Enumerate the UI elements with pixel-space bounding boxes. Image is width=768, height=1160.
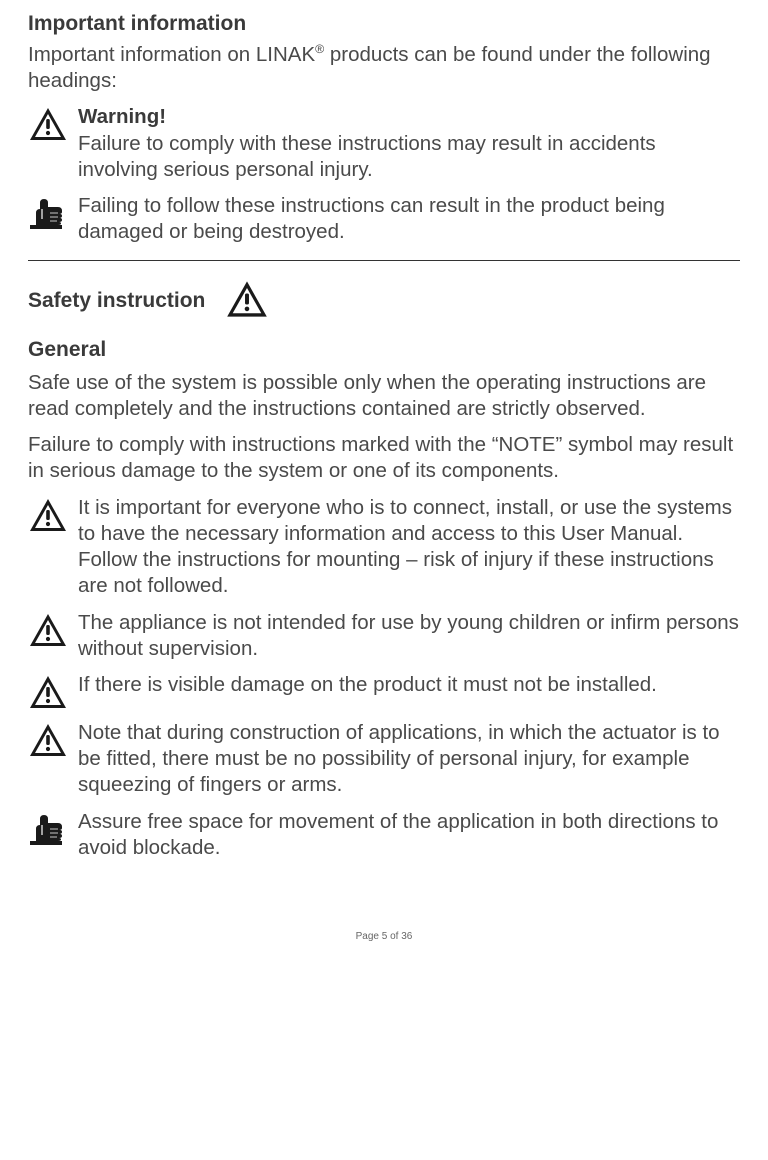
warning-triangle-icon [28,672,78,710]
hand-point-icon [28,809,78,847]
bullet-text: Note that during construction of applica… [78,720,740,799]
bullet-row: Assure free space for movement of the ap… [28,809,740,861]
safety-heading-row: Safety instruction [28,279,740,324]
warning-body: Failure to comply with these instruction… [78,132,656,181]
general-para-2: Failure to comply with instructions mark… [28,432,740,484]
general-heading: General [28,338,740,362]
bullet-text: Assure free space for movement of the ap… [78,809,740,861]
bullet-text: If there is visible damage on the produc… [78,672,740,698]
bullet-row: If there is visible damage on the produc… [28,672,740,710]
warning-triangle-icon [28,104,78,142]
warning-triangle-icon [28,495,78,533]
heading-important: Important information [28,12,740,36]
bullet-text: The appliance is not intended for use by… [78,610,740,662]
bullet-row: The appliance is not intended for use by… [28,610,740,662]
note-body: Failing to follow these instructions can… [78,193,740,245]
note-block: Failing to follow these instructions can… [28,193,740,245]
warning-block: Warning! Failure to comply with these in… [28,104,740,183]
divider [28,260,740,261]
bullet-row: Note that during construction of applica… [28,720,740,799]
warning-triangle-icon [28,610,78,648]
bullet-row: It is important for everyone who is to c… [28,495,740,600]
safety-heading: Safety instruction [28,289,205,313]
warning-triangle-icon [225,279,269,324]
general-para-1: Safe use of the system is possible only … [28,370,740,422]
intro-text: Important information on LINAK® products… [28,42,740,94]
warning-triangle-icon [28,720,78,758]
warning-title: Warning! [78,105,166,128]
page-footer: Page 5 of 36 [28,931,740,942]
hand-point-icon [28,193,78,231]
bullet-text: It is important for everyone who is to c… [78,495,740,600]
